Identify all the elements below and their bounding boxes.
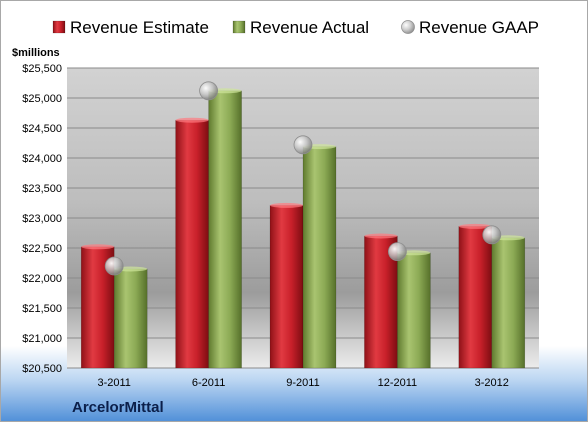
bar-revenue-estimate [175,119,209,369]
marker-revenue-gaap [482,225,502,245]
legend-label: Revenue GAAP [419,18,539,37]
x-tick-label: 9-2011 [286,377,319,389]
legend: Revenue Estimate Revenue Actual Revenue GA… [52,18,539,37]
y-tick-label: $23,500 [22,183,62,195]
legend-swatch [401,20,415,34]
bar-revenue-actual [491,237,526,369]
bar-top-highlight [458,223,492,229]
bar-revenue-estimate [458,226,493,369]
y-tick-label: $22,500 [22,243,62,255]
y-tick-label: $25,500 [22,63,62,75]
y-tick-label: $24,500 [22,123,62,135]
bar-top-highlight [81,244,115,250]
x-tick-label: 6-2011 [192,377,225,389]
y-axis-ticks: $20,500 $21,000 $21,500 $22,000 $22,500 $23,0… [22,63,62,375]
legend-swatch [52,20,66,34]
x-tick-label: 3-2011 [97,377,130,389]
y-tick-label: $21,000 [22,333,62,345]
gaap-markers [104,81,502,276]
y-tick-label: $25,000 [22,93,62,105]
bar-revenue-actual [113,268,148,369]
y-tick-label: $24,000 [22,153,62,165]
y-tick-label: $20,500 [22,363,62,375]
bar-revenue-actual [397,252,431,369]
y-tick-label: $22,000 [22,273,62,285]
y-tick-label: $23,000 [22,213,62,225]
bar-revenue-estimate [269,205,304,369]
legend-label: Revenue Estimate [70,18,209,37]
marker-revenue-gaap [104,256,124,276]
legend-swatch [232,20,246,34]
bar-top-highlight [175,117,209,123]
marker-revenue-gaap [293,135,313,155]
x-axis-ticks: 3-2011 6-2011 9-2011 12-2011 3-2012 [97,377,508,389]
bar-revenue-actual [302,146,337,369]
y-axis-label: $millions [12,47,60,59]
company-name: ArcelorMittal [72,399,164,416]
x-tick-label: 12-2011 [378,377,418,389]
marker-revenue-gaap [199,81,219,101]
bar-top-highlight [364,233,398,239]
bar-top-highlight [270,202,303,208]
legend-label: Revenue Actual [250,18,369,37]
marker-revenue-gaap [387,242,407,262]
y-tick-label: $21,500 [22,303,62,315]
x-tick-label: 3-2012 [475,377,509,389]
bar-revenue-actual [208,90,242,369]
